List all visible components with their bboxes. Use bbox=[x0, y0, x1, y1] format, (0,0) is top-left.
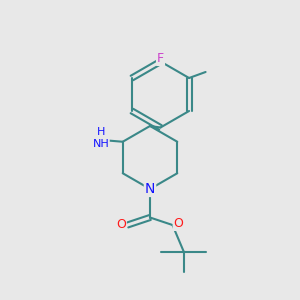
Text: H: H bbox=[97, 127, 105, 137]
Text: O: O bbox=[174, 217, 183, 230]
Text: N: N bbox=[145, 182, 155, 196]
Text: NH: NH bbox=[92, 139, 109, 149]
Text: O: O bbox=[116, 218, 126, 231]
Text: F: F bbox=[157, 52, 164, 65]
